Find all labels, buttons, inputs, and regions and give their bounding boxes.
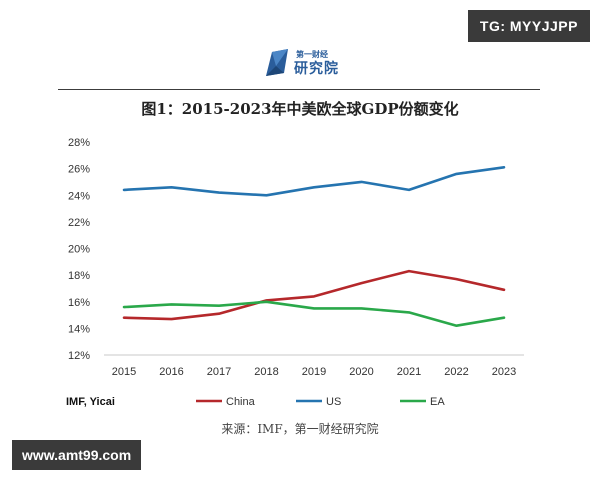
x-tick-label: 2020 <box>349 366 373 378</box>
watermark-top: TG: MYYJJPP <box>467 10 590 42</box>
x-tick-label: 2022 <box>444 366 468 378</box>
watermark-bottom: www.amt99.com <box>12 440 142 470</box>
chart-source-note: IMF, Yicai <box>66 396 115 408</box>
legend-label-china: China <box>226 396 256 408</box>
y-tick-label: 18% <box>68 270 90 282</box>
logo-top-text: 第一财经 <box>296 50 328 59</box>
x-tick-label: 2016 <box>159 366 183 378</box>
yicai-logo: 第一财经 研究院 <box>262 46 352 82</box>
x-axis: 2015 2016 2017 2018 2019 2020 2021 2022 2023 <box>112 366 516 378</box>
x-tick-label: 2018 <box>254 366 278 378</box>
chart-title: 图1：2015-2023年中美欧全球GDP份额变化 <box>141 100 459 118</box>
series-line-us <box>122 166 506 197</box>
y-tick-label: 26% <box>68 164 90 176</box>
y-tick-label: 14% <box>68 323 90 335</box>
source-caption: 来源：IMF，第一财经研究院 <box>221 422 379 436</box>
y-tick-label: 24% <box>68 190 90 202</box>
series-line-china <box>122 269 506 321</box>
x-tick-label: 2015 <box>112 366 136 378</box>
x-tick-label: 2021 <box>397 366 421 378</box>
x-tick-label: 2017 <box>207 366 231 378</box>
logo-mark-icon <box>266 49 288 76</box>
y-tick-label: 16% <box>68 297 90 309</box>
series-line-ea <box>122 300 506 327</box>
y-tick-label: 22% <box>68 217 90 229</box>
y-axis: 12% 14% 16% 18% 20% 22% 24% 26% 28% <box>68 137 90 362</box>
x-tick-label: 2019 <box>302 366 326 378</box>
y-tick-label: 12% <box>68 350 90 362</box>
y-tick-label: 20% <box>68 244 90 256</box>
legend-label-ea: EA <box>430 396 445 408</box>
legend: China US EA <box>196 396 445 408</box>
y-tick-label: 28% <box>68 137 90 149</box>
legend-label-us: US <box>326 396 341 408</box>
series-lines <box>122 166 506 327</box>
logo-main-text: 研究院 <box>294 60 339 76</box>
header-rule <box>58 89 540 90</box>
x-tick-label: 2023 <box>492 366 516 378</box>
